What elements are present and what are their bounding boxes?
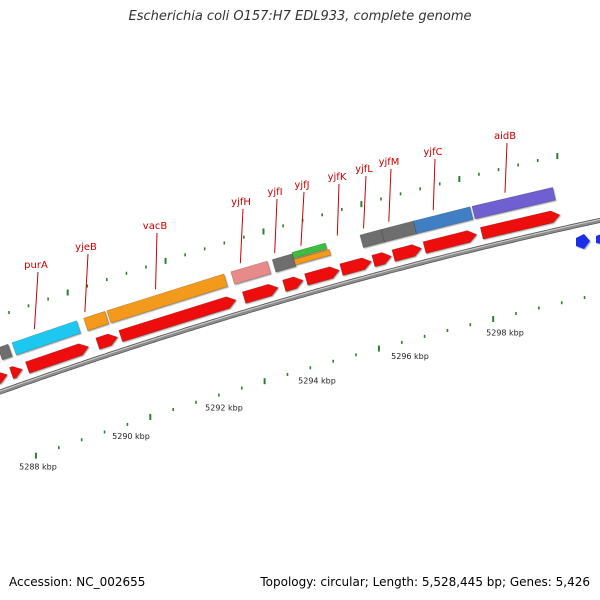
backbone-highlight (0, 218, 600, 392)
kbp-label-5290: 5290 kbp (112, 432, 150, 441)
cds-arrow-9 (371, 252, 392, 268)
genome-summary-text: Topology: circular; Length: 5,528,445 bp… (260, 575, 590, 589)
blue-feature-left (576, 234, 590, 249)
gene-label-yjfM: yjfM (379, 157, 400, 168)
gene-feature-5 (230, 260, 272, 285)
leader-yjfC (432, 158, 436, 211)
gene-label-yjeB: yjeB (75, 242, 97, 253)
cds-arrow-5 (241, 283, 279, 304)
misc-features (576, 234, 600, 249)
gene-label-vacB: vacB (143, 221, 168, 232)
upper-tick-track (8, 153, 559, 315)
gene-label-aidB: aidB (494, 131, 516, 142)
cds-arrow-7 (304, 266, 340, 286)
cds-arrow-6 (282, 276, 304, 292)
blue-feature-right (596, 234, 600, 244)
leader-aidB (504, 142, 508, 193)
cds-arrow-3 (95, 333, 119, 350)
leader-yjfL (363, 175, 367, 229)
gene-feature-4 (106, 273, 228, 324)
cds-arrow-10 (391, 244, 422, 262)
gene-label-yjfI: yjfI (267, 187, 282, 198)
leader-yjeB (84, 253, 89, 313)
leader-purA (33, 271, 39, 330)
gene-feature-10 (380, 220, 417, 243)
gene-label-yjfH: yjfH (231, 197, 251, 208)
kbp-label-5298: 5298 kbp (486, 329, 524, 338)
accession-text: Accession: NC_002655 (9, 575, 146, 589)
cds-arrow-8 (339, 257, 372, 276)
gene-track (0, 187, 556, 361)
leader-yjfH (239, 208, 244, 264)
leader-yjfK (336, 183, 340, 236)
cds-track (0, 210, 561, 384)
gene-feature-12 (471, 187, 556, 220)
kbp-labels: 5288 kbp 5290 kbp 5292 kbp 5294 kbp 5296 kbp… (19, 329, 524, 472)
map-title: Escherichia coli O157:H7 EDL933, complet… (128, 9, 472, 24)
cds-arrow-12 (479, 210, 561, 240)
genome-backbone (0, 217, 600, 395)
gene-label-yjfJ: yjfJ (294, 180, 309, 191)
gene-label-yjfC: yjfC (423, 147, 442, 158)
leader-yjfJ (300, 191, 305, 246)
kbp-label-5292: 5292 kbp (205, 403, 243, 412)
gene-label-yjfK: yjfK (328, 172, 347, 183)
cds-arrow-2 (25, 343, 90, 374)
kbp-label-5294: 5294 kbp (298, 377, 336, 386)
gene-feature-1 (0, 343, 13, 361)
gene-feature-11 (413, 206, 474, 234)
gene-feature-9 (359, 229, 385, 248)
gene-feature-6 (271, 253, 297, 273)
gene-labels: purA yjeB vacB yjfH yjfI yjfJ yjfK yjfL yjfM yjfC… (24, 131, 516, 271)
backbone-line (0, 218, 600, 394)
cds-arrow-0 (0, 372, 8, 384)
gene-label-yjfL: yjfL (355, 164, 373, 175)
leader-vacB (155, 232, 158, 290)
gene-label-purA: purA (24, 260, 48, 271)
leader-yjfI (274, 198, 278, 254)
cds-arrow-11 (422, 230, 478, 254)
gene-feature-2 (11, 320, 81, 356)
gene-feature-3 (83, 310, 110, 332)
lower-tick-track (34, 296, 586, 459)
kbp-label-5288: 5288 kbp (19, 463, 57, 472)
kbp-label-5296: 5296 kbp (391, 352, 429, 361)
gene-label-leaders (33, 142, 508, 330)
cds-arrow-4 (118, 296, 237, 343)
gene-feature-7 (293, 248, 332, 266)
cds-arrow-1 (9, 366, 23, 380)
gene-feature-8 (291, 242, 328, 259)
leader-yjfM (388, 168, 392, 222)
